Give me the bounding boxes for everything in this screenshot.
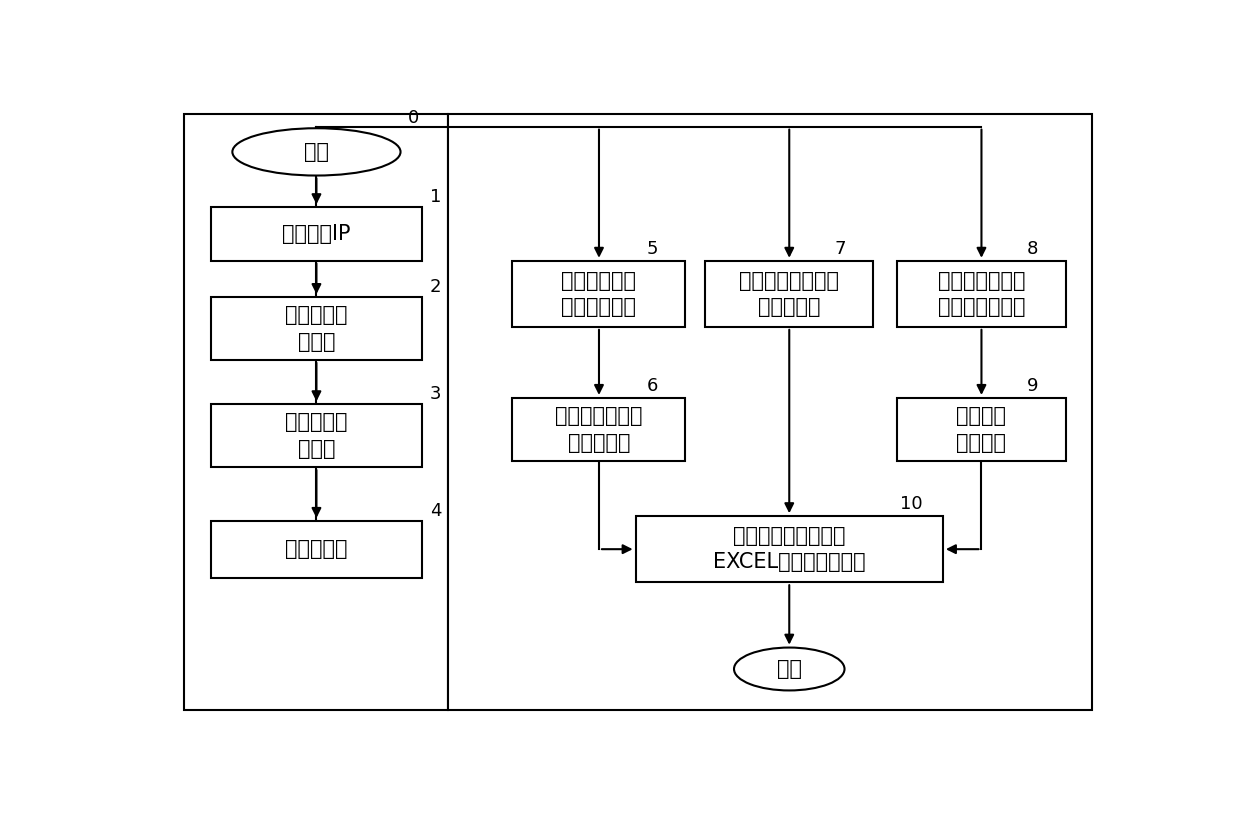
Text: 2: 2 — [430, 278, 441, 296]
Text: 配置老化试
验参数: 配置老化试 验参数 — [285, 413, 347, 459]
Text: 3: 3 — [430, 385, 441, 403]
Text: 9: 9 — [1027, 377, 1039, 395]
Text: 实时监测老化
箱、电源状态: 实时监测老化 箱、电源状态 — [562, 270, 636, 317]
Text: 4: 4 — [430, 501, 441, 519]
Bar — [448, 114, 1092, 710]
Text: 6: 6 — [647, 377, 658, 395]
Text: 0: 0 — [408, 109, 419, 127]
Text: 开始: 开始 — [304, 142, 329, 162]
Bar — [512, 260, 686, 327]
Text: 5: 5 — [647, 239, 658, 257]
Text: 7: 7 — [835, 239, 847, 257]
Bar — [184, 114, 448, 710]
Text: 老化周期结束，生成
EXCEL报表、老化报告: 老化周期结束，生成 EXCEL报表、老化报告 — [713, 526, 866, 572]
Text: 1: 1 — [430, 188, 441, 206]
Bar — [211, 521, 422, 577]
Bar — [706, 260, 873, 327]
Text: 刷写单板试
验程序: 刷写单板试 验程序 — [285, 305, 347, 351]
Text: 记录老化
试验日志: 记录老化 试验日志 — [956, 406, 1007, 453]
Bar — [898, 260, 1065, 327]
Ellipse shape — [232, 129, 401, 175]
Text: 8: 8 — [1027, 239, 1038, 257]
Text: 计算当期的老化
区段、温度: 计算当期的老化 区段、温度 — [556, 406, 642, 453]
Bar — [211, 207, 422, 260]
Bar — [635, 516, 942, 582]
Bar — [211, 404, 422, 467]
Text: 配置设备IP: 配置设备IP — [283, 224, 351, 244]
Text: 开启定时器: 开启定时器 — [285, 539, 347, 559]
Bar — [211, 297, 422, 360]
Ellipse shape — [734, 648, 844, 690]
Bar — [512, 398, 686, 461]
Text: 实时显示产品插件
、模块状态: 实时显示产品插件 、模块状态 — [739, 270, 839, 317]
Text: 实时接收、处理
各设备状态信息: 实时接收、处理 各设备状态信息 — [937, 270, 1025, 317]
Bar — [898, 398, 1065, 461]
Text: 10: 10 — [900, 495, 923, 513]
Text: 结束: 结束 — [776, 659, 802, 679]
